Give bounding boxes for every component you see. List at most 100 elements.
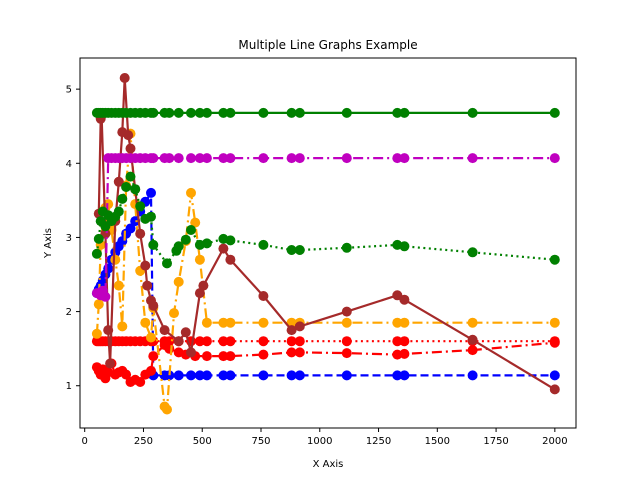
data-point: [399, 294, 410, 305]
x-axis-label: X Axis: [313, 459, 344, 470]
data-point: [225, 351, 236, 362]
data-point: [341, 370, 352, 381]
data-point: [392, 153, 403, 164]
x-axis: 0 250 500 750 1000 1250 1500 1750 2000: [82, 428, 568, 447]
data-point: [399, 241, 410, 252]
data-point: [173, 241, 184, 252]
y-tick-label: 2: [66, 307, 72, 318]
data-point: [198, 280, 209, 291]
x-tick-label: 1250: [366, 436, 391, 447]
data-point: [294, 347, 305, 358]
y-tick-label: 3: [66, 233, 72, 244]
data-point: [186, 107, 196, 118]
data-point: [186, 347, 196, 358]
data-point: [146, 332, 156, 343]
data-point: [392, 370, 403, 381]
data-point: [164, 153, 175, 164]
data-point: [392, 317, 403, 328]
data-point: [103, 325, 114, 336]
data-point: [399, 348, 410, 359]
data-point: [125, 143, 136, 154]
x-tick-label: 0: [82, 436, 88, 447]
data-point: [225, 153, 236, 164]
data-point: [91, 248, 102, 259]
data-point: [258, 370, 269, 381]
data-point: [286, 153, 297, 164]
data-point: [162, 404, 172, 415]
y-tick-label: 1: [66, 381, 72, 392]
data-point: [100, 291, 111, 302]
data-point: [201, 107, 212, 118]
data-point: [341, 317, 352, 328]
data-point: [117, 193, 128, 204]
data-point: [294, 370, 305, 381]
x-tick-label: 2000: [542, 436, 567, 447]
data-point: [549, 254, 560, 265]
data-point: [549, 153, 560, 164]
data-point: [294, 107, 305, 118]
data-point: [146, 187, 156, 198]
data-point: [194, 288, 205, 299]
data-point: [135, 377, 146, 387]
data-point: [123, 130, 134, 141]
y-tick-label: 4: [66, 159, 72, 170]
data-point: [258, 239, 269, 250]
y-axis: 1 2 3 4 5: [66, 85, 80, 392]
data-point: [218, 317, 229, 328]
data-point: [549, 370, 560, 381]
data-point: [186, 370, 196, 381]
data-point: [180, 234, 191, 245]
x-tick-label: 1500: [425, 436, 450, 447]
chart-title: Multiple Line Graphs Example: [238, 38, 417, 52]
data-point: [549, 317, 560, 328]
data-point: [392, 107, 403, 118]
data-point: [173, 153, 184, 164]
data-point: [194, 107, 205, 118]
data-point: [173, 107, 184, 118]
data-point: [110, 254, 121, 265]
data-point: [159, 325, 170, 336]
data-point: [148, 351, 159, 362]
data-point: [467, 153, 478, 164]
data-point: [294, 153, 305, 164]
series-layer: [91, 73, 560, 415]
data-point: [186, 153, 196, 164]
data-point: [399, 370, 410, 381]
data-point: [142, 280, 153, 291]
data-point: [173, 276, 184, 287]
data-point: [341, 153, 352, 164]
data-point: [148, 153, 159, 164]
data-point: [135, 228, 146, 239]
data-point: [549, 107, 560, 118]
data-point: [258, 349, 269, 360]
data-point: [258, 317, 269, 328]
data-point: [399, 336, 410, 347]
data-point: [399, 153, 410, 164]
data-point: [392, 336, 403, 347]
data-point: [225, 235, 236, 246]
data-point: [258, 153, 269, 164]
data-point: [201, 351, 212, 362]
data-point: [146, 365, 156, 376]
data-point: [173, 370, 184, 381]
data-point: [169, 308, 179, 319]
data-point: [286, 370, 297, 381]
data-point: [467, 317, 478, 328]
data-point: [201, 336, 212, 347]
data-point: [164, 336, 175, 347]
data-point: [194, 336, 205, 347]
data-point: [218, 153, 229, 164]
data-point: [93, 299, 104, 310]
data-point: [194, 370, 205, 381]
data-point: [103, 263, 114, 274]
data-point: [341, 336, 352, 347]
data-point: [135, 201, 146, 212]
data-point: [225, 254, 236, 265]
data-point: [140, 317, 151, 328]
data-point: [121, 369, 132, 380]
data-point: [341, 242, 352, 253]
series-6: [91, 153, 560, 302]
data-point: [341, 306, 352, 317]
data-point: [467, 247, 478, 258]
